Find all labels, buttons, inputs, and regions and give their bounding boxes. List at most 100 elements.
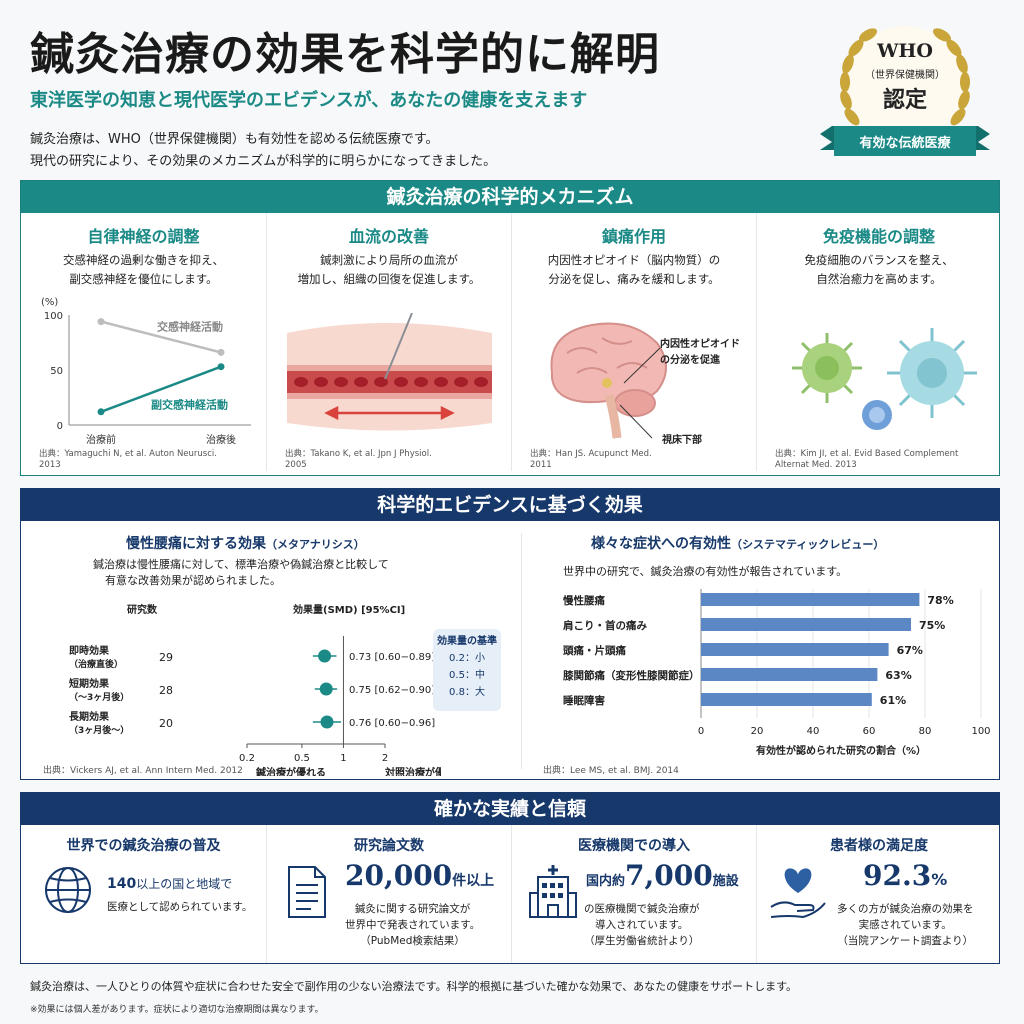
stat-line: （PubMed検索結果） — [360, 935, 465, 947]
stat-number: 20,000 — [345, 859, 453, 892]
divider — [521, 533, 522, 769]
mechanism-blood-flow: 血流の改善 鍼刺激により局所の血流が 増加し、組織の回復を促進します。 出典：T… — [266, 213, 511, 471]
desc-line: 副交感神経を優位にします。 — [69, 272, 218, 286]
category-label: 慢性腰痛 — [563, 594, 605, 607]
x-tick-label: 治療前 — [86, 433, 116, 446]
review-description: 世界中の研究で、鍼灸治療の有効性が報告されています。 — [563, 565, 848, 578]
stat-line: 世界中で発表されています。 — [345, 919, 481, 931]
series-label: 交感神経活動 — [157, 319, 223, 333]
mechanism-title: 鎮痛作用 — [601, 227, 666, 246]
globe-icon — [45, 867, 91, 913]
x-tick-label: 20 — [751, 726, 764, 737]
stat-headline: 国内約7,000施設 — [586, 859, 739, 892]
source-line: 出典：Takano K, et al. Jpn J Physiol. — [285, 449, 432, 459]
y-axis-label: (%) — [41, 297, 58, 308]
row-study-count: 29 — [159, 651, 173, 664]
desc-line: 分泌を促し、痛みを緩和します。 — [548, 272, 720, 286]
desc-line: 自然治癒力を高めます。 — [816, 272, 942, 286]
col-studies-header: 研究数 — [127, 605, 157, 616]
desc-line: 増加し、組織の回復を促進します。 — [297, 272, 481, 286]
hospital-icon — [529, 865, 577, 918]
mechanism-desc: 鍼刺激により局所の血流が 増加し、組織の回復を促進します。 — [277, 251, 501, 289]
stat-institutions: 医療機関での導入 国内約7,000施設 の医療機関で鍼灸治療が 導入されています… — [511, 825, 756, 963]
symptoms-section: 様々な症状への有効性（システマティックレビュー） 世界中の研究で、鍼灸治療の有効… — [521, 521, 999, 779]
x-tick-label: 0.2 — [239, 753, 255, 764]
laurel-seal-icon — [820, 26, 990, 156]
series-label: 副交感神経活動 — [151, 398, 228, 412]
effect-estimate — [318, 649, 332, 663]
stat-papers: 研究論文数 20,000件以上 鍼灸に関する研究論文が 世界中で発表されています… — [266, 825, 511, 963]
document-icon — [288, 866, 326, 918]
stat-prefix: 国内約 — [586, 874, 626, 889]
y-tick-label: 50 — [50, 366, 63, 377]
stat-lines: 鍼灸に関する研究論文が 世界中で発表されています。 （PubMed検索結果） — [345, 901, 480, 949]
col-effect-header: 効果量(SMD) [95%CI] — [293, 605, 406, 616]
stat-headline: 20,000件以上 — [345, 859, 494, 892]
x-tick-label: 治療後 — [206, 433, 236, 446]
desc-line: 鍼治療は慢性腰痛に対して、標準治療や偽鍼治療と比較して — [93, 558, 389, 571]
source-line: 出典：Yamaguchi N, et al. Auton Neurusci. — [39, 449, 217, 459]
source-line: 出典：Han JS. Acupunct Med. — [530, 449, 652, 459]
source-citation: 出典：Takano K, et al. Jpn J Physiol. 2005 — [285, 449, 432, 471]
who-badge: WHO （世界保健機関） 認定 有効な伝統医療 — [820, 22, 990, 172]
effectiveness-bar-chart: 0 20 40 60 80 100 慢性腰痛 78% 肩こり・首の痛み 75% 頭痛・片頭痛 67% 膝… — [563, 589, 991, 757]
legend-row: 0.5：中 — [449, 670, 485, 681]
mechanism-analgesic: 鎮痛作用 内因性オピオイド（脳内物質）の 分泌を促し、痛みを緩和します。 内因性… — [511, 213, 756, 471]
meta-title-main: 慢性腰痛に対する効果 — [126, 536, 266, 552]
meta-analysis-title: 慢性腰痛に対する効果（メタアナリシス） — [126, 533, 365, 553]
source-citation: 出典：Kim JI, et al. Evid Based Complement … — [775, 449, 958, 471]
data-point — [97, 318, 105, 326]
bar — [701, 643, 889, 656]
stat-headline: 92.3% — [863, 859, 947, 892]
brain-illustration — [550, 322, 667, 439]
stat-line: 実感されています。 — [858, 919, 952, 931]
value-label: 78% — [927, 594, 953, 607]
stat-line: 医療として認められています。 — [107, 901, 253, 913]
evidence-heading: 科学的エビデンスに基づく効果 — [21, 489, 999, 521]
stat-title: 医療機関での導入 — [578, 838, 690, 854]
row-study-count: 20 — [159, 717, 173, 730]
meta-description: 鍼治療は慢性腰痛に対して、標準治療や偽鍼治療と比較して 有意な改善効果が認められ… — [93, 557, 389, 589]
stat-headline: 140以上の国と地域で — [107, 875, 232, 892]
bar — [701, 668, 878, 681]
stat-title: 世界での鍼灸治療の普及 — [66, 838, 221, 854]
opioid-label: 内因性オピオイド の分泌を促進 — [660, 337, 740, 369]
legend-title: 効果量の基準 — [437, 636, 497, 647]
heart-hand-icon — [770, 868, 826, 919]
stat-line: （厚生労働省統計より） — [584, 935, 700, 947]
mechanism-desc: 免疫細胞のバランスを整え、 自然治癒力を高めます。 — [767, 251, 991, 289]
stat-satisfaction: 患者様の満足度 92.3% 多くの方が鍼灸治療の効果を 実感されています。 （当… — [756, 825, 1001, 963]
x-tick-label: 1 — [340, 753, 346, 764]
stat-line: 導入されています。 — [595, 919, 689, 931]
hypothalamus-label: 視床下部 — [662, 435, 702, 446]
desc-line: 免疫細胞のバランスを整え、 — [804, 253, 954, 267]
effect-estimate — [319, 682, 333, 696]
data-point — [217, 363, 225, 371]
source-citation: 出典：Lee MS, et al. BMJ. 2014 — [543, 766, 679, 776]
x-axis-label: 有効性が認められた研究の割合（%） — [756, 744, 926, 757]
series-line — [100, 320, 222, 354]
stat-lines: の医療機関で鍼灸治療が 導入されています。 （厚生労働省統計より） — [584, 901, 700, 949]
x-tick-label: 2 — [382, 753, 388, 764]
row-label: 短期効果 — [69, 677, 110, 690]
x-tick-label: 80 — [919, 726, 932, 737]
desc-line: 内因性オピオイド（脳内物質）の — [547, 253, 721, 267]
mechanism-heading: 鍼灸治療の科学的メカニズム — [21, 181, 999, 213]
page-title: 鍼灸治療の効果を科学的に解明 — [30, 29, 660, 80]
stat-lines: 多くの方が鍼灸治療の効果を 実感されています。 （当院アンケート調査より） — [837, 901, 974, 949]
badge-certified: 認定 — [882, 87, 927, 113]
stat-title: 患者様の満足度 — [830, 838, 928, 854]
bar — [701, 693, 872, 706]
x-tick-label: 0.5 — [294, 753, 310, 764]
mechanism-desc: 交感神経の過剰な働きを抑え、 副交感神経を優位にします。 — [31, 251, 256, 289]
badge-who: WHO — [877, 40, 933, 62]
source-citation: 出典：Han JS. Acupunct Med. 2011 — [530, 449, 652, 471]
row-label: 長期効果 — [69, 710, 110, 723]
review-title: 様々な症状への有効性（システマティックレビュー） — [591, 533, 884, 553]
stat-title: 研究論文数 — [354, 838, 424, 854]
source-citation: 出典：Yamaguchi N, et al. Auton Neurusci. 2… — [39, 449, 217, 471]
blood-vessel-illustration — [287, 313, 492, 431]
stat-number: 7,000 — [625, 859, 713, 892]
y-tick-label: 100 — [44, 311, 63, 322]
